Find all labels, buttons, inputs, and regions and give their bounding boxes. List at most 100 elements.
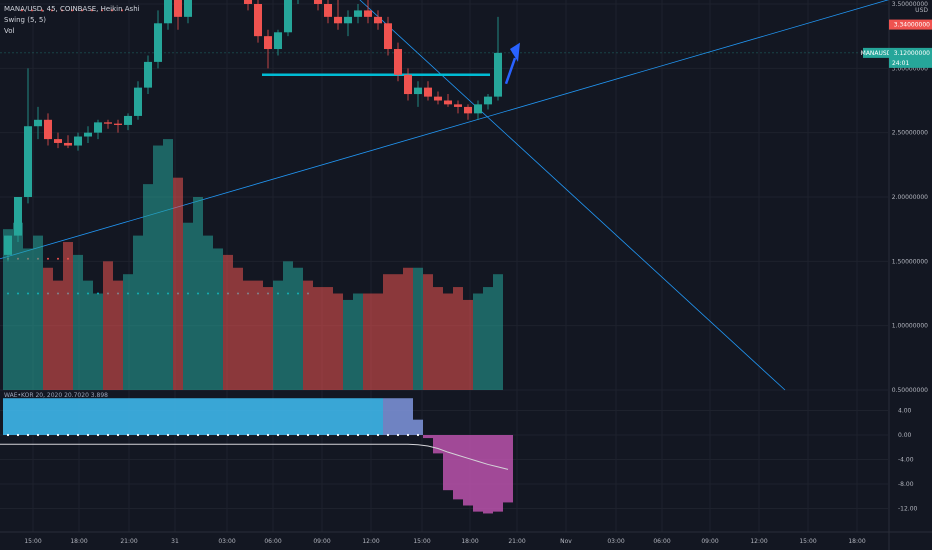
volume-bar — [333, 293, 343, 390]
volume-bar — [413, 267, 423, 390]
swing-high-dot — [21, 9, 23, 12]
time-tick-label: 03:00 — [607, 538, 624, 545]
up-arrow-head — [510, 42, 520, 62]
time-tick-label: 21:00 — [120, 538, 137, 545]
oscillator-legend[interactable]: WAE•KOR 20, 2020 20.7020 3.898 — [4, 392, 108, 399]
swing-high-dot — [71, 9, 73, 12]
oscillator-dot — [306, 433, 310, 437]
oscillator-dot — [356, 433, 360, 437]
candle-body — [54, 139, 62, 143]
oscillator-dot — [366, 433, 370, 437]
candle-body — [14, 196, 22, 236]
volume-bar — [433, 287, 443, 390]
volume-bar — [23, 248, 33, 390]
countdown-text: 24:01 — [892, 60, 909, 67]
oscillator-dot — [126, 433, 130, 437]
price-tick-label: 3.00000000 — [892, 65, 928, 72]
oscillator-bar — [393, 398, 403, 435]
oscillator-bar — [23, 398, 33, 435]
oscillator-dot — [26, 433, 30, 437]
oscillator-bar — [143, 398, 153, 435]
candle-body — [324, 3, 332, 17]
oscillator-dot — [66, 433, 70, 437]
oscillator-bar — [193, 398, 203, 435]
oscillator-bar — [303, 398, 313, 435]
oscillator-bar — [413, 419, 423, 435]
time-tick-label: 18:00 — [70, 538, 87, 545]
oscillator-bar — [293, 398, 303, 435]
volume-bar — [383, 274, 393, 390]
volume-bar — [323, 287, 333, 390]
price-axis[interactable]: 6.500000006.000000005.500000005.00000000… — [892, 0, 929, 394]
symbol-legend[interactable]: MANA/USD, 45, COINBASE, Heikin Ashi — [4, 5, 140, 13]
oscillator-dot — [376, 433, 380, 437]
oscillator-dot — [46, 433, 50, 437]
candle-body — [354, 10, 362, 17]
volume-bar — [473, 293, 483, 390]
price-tick-label: 1.00000000 — [892, 323, 928, 330]
volume-indicator-legend[interactable]: Vol — [4, 27, 15, 35]
time-tick-label: 15:00 — [413, 538, 430, 545]
oscillator-bar — [63, 398, 73, 435]
oscillator-bar — [173, 398, 183, 435]
oscillator-dot — [206, 433, 210, 437]
oscillator-bar — [253, 398, 263, 435]
oscillator-dot — [86, 433, 90, 437]
oscillator-bar — [153, 398, 163, 435]
time-axis[interactable]: 15:00 18:00 21:00 31 03:00 06:00 09:00 12:00 15:… — [24, 538, 865, 545]
swing-high-dot — [61, 9, 63, 12]
oscillator-signal-line — [0, 443, 509, 470]
candle-body — [64, 142, 72, 146]
candle-body — [334, 16, 342, 24]
volume-bar — [363, 293, 373, 390]
oscillator-dot — [396, 433, 400, 437]
candle-body — [154, 23, 162, 62]
candle-body — [484, 96, 492, 105]
candle-body — [104, 122, 112, 124]
volume-bar — [13, 222, 23, 390]
time-tick-label: 21:00 — [508, 538, 525, 545]
volume-bar — [313, 287, 323, 390]
volume-bar — [243, 280, 253, 390]
oscillator-bar — [123, 398, 133, 435]
time-tick-label: 03:00 — [218, 538, 235, 545]
oscillator-dot — [196, 433, 200, 437]
oscillator-bar — [463, 435, 473, 506]
oscillator-dot — [246, 433, 250, 437]
oscillator-bar — [203, 398, 213, 435]
candle-body — [364, 10, 372, 17]
volume-bar — [123, 274, 133, 390]
oscillator-bar — [493, 435, 503, 512]
candle-body — [274, 32, 282, 50]
time-tick-label: 06:00 — [264, 538, 281, 545]
oscillator-bar — [133, 398, 143, 435]
candle-body — [254, 3, 262, 37]
oscillator-dot — [156, 433, 160, 437]
oscillator-bar — [273, 398, 283, 435]
oscillator-bar — [223, 398, 233, 435]
candle-body — [314, 0, 322, 4]
candle-body — [244, 0, 252, 4]
candle-body — [114, 123, 122, 125]
candles — [4, 0, 502, 262]
volume-bar — [463, 299, 473, 390]
oscillator-bar — [453, 435, 463, 500]
oscillator-dot — [416, 433, 420, 437]
volume-bar — [193, 196, 203, 390]
swing-high-dot — [111, 9, 113, 12]
symbol-tag — [863, 47, 889, 58]
oscillator-tick-label: -4.00 — [898, 457, 914, 464]
price-tick-label: 3.50000000 — [892, 1, 928, 8]
candle-body — [464, 106, 472, 114]
candle-body — [344, 16, 352, 24]
swing-indicator-legend[interactable]: Swing (5, 5) — [4, 16, 47, 24]
oscillator-dot — [116, 433, 120, 437]
oscillator-bar — [233, 398, 243, 435]
candle-body — [444, 100, 452, 105]
time-tick-label: 18:00 — [848, 538, 865, 545]
candle-body — [384, 23, 392, 50]
candle-body — [184, 0, 192, 17]
time-tick-label: 31 — [171, 538, 179, 545]
up-arrow — [504, 57, 517, 85]
